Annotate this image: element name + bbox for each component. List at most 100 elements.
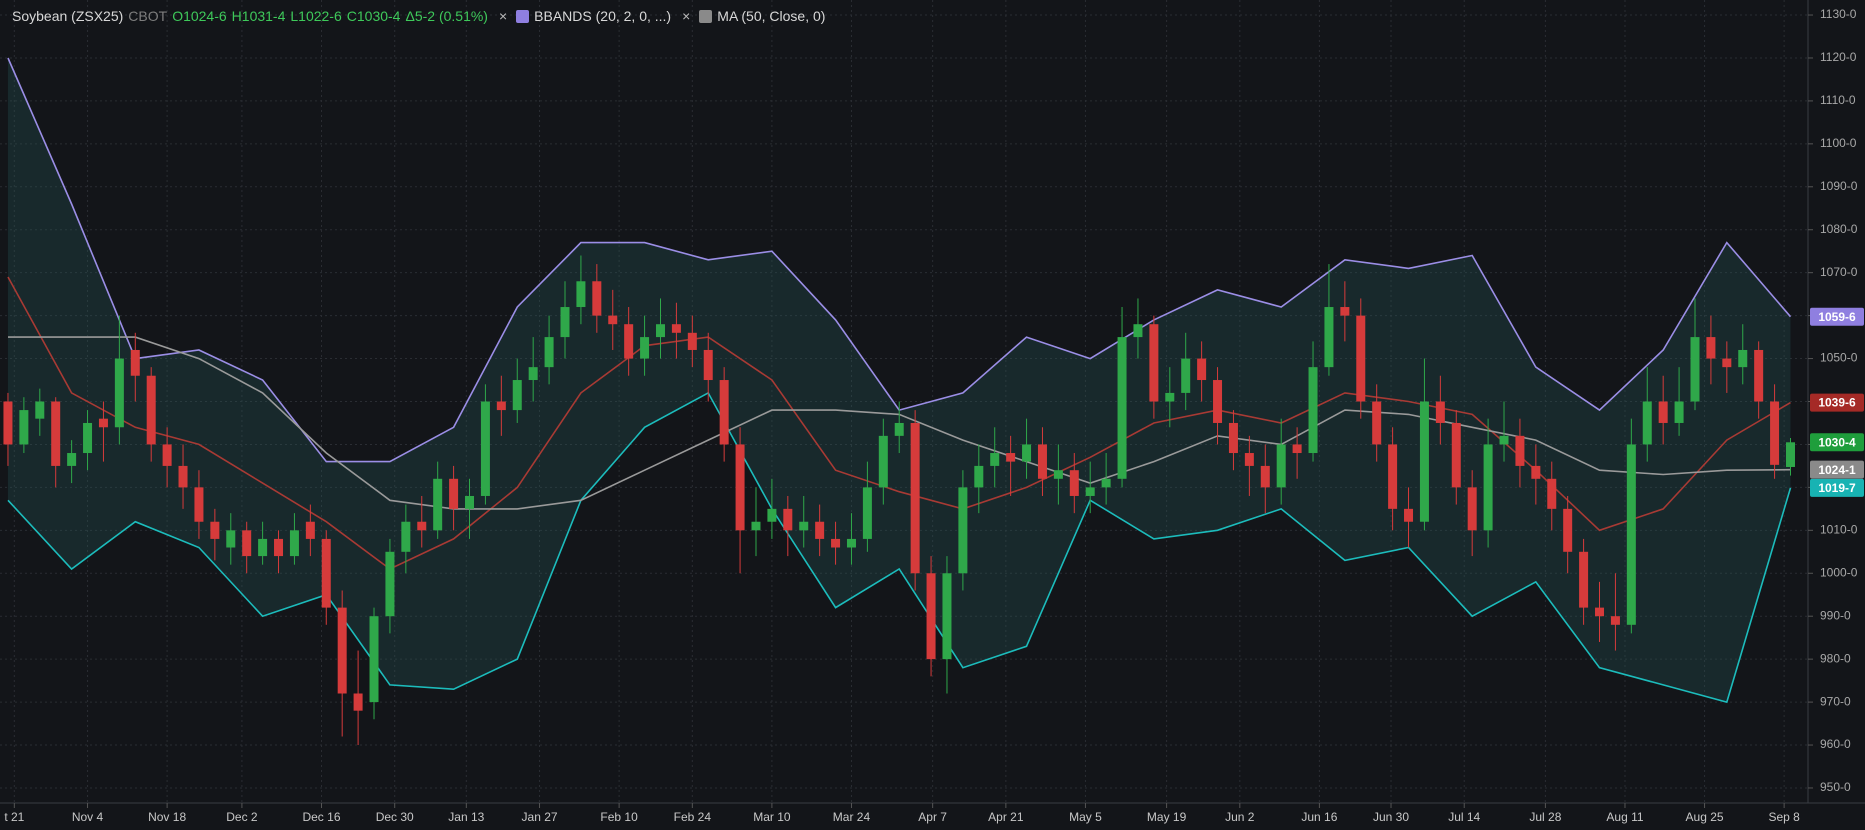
x-tick-label: May 5 xyxy=(1069,810,1102,824)
remove-indicator[interactable]: × xyxy=(682,8,691,24)
candle xyxy=(1276,418,1286,505)
candle xyxy=(401,504,411,574)
candle xyxy=(767,478,777,539)
candle xyxy=(1451,410,1461,505)
candle-body xyxy=(1133,324,1143,338)
candle-body xyxy=(433,478,443,531)
candle xyxy=(799,495,809,548)
candle xyxy=(719,367,729,462)
y-tick-label: 1100-0 xyxy=(1820,136,1857,150)
candle-body xyxy=(831,538,841,548)
candle xyxy=(528,337,538,402)
x-tick-label: Jan 13 xyxy=(448,810,484,824)
candle-body xyxy=(560,307,570,338)
candle-body xyxy=(687,332,697,350)
candle-body xyxy=(624,324,634,359)
candle xyxy=(1244,435,1254,496)
candle xyxy=(289,513,299,565)
candle xyxy=(98,401,108,462)
x-tick-label: Jun 2 xyxy=(1225,810,1255,824)
remove-indicator[interactable]: × xyxy=(498,8,508,24)
candle xyxy=(433,461,443,539)
candle-body xyxy=(1467,487,1477,531)
candle-body xyxy=(465,495,475,509)
candle xyxy=(51,397,61,488)
candle xyxy=(592,264,602,333)
candle xyxy=(337,590,347,737)
candle xyxy=(1197,341,1207,402)
candle-body xyxy=(194,487,204,522)
candle xyxy=(3,392,13,466)
candle-body xyxy=(1117,337,1127,479)
price-tag-label: 1039-6 xyxy=(1818,396,1856,410)
y-tick-label: 960-0 xyxy=(1820,737,1851,751)
candle-body xyxy=(1022,444,1032,462)
y-tick-label: 1070-0 xyxy=(1820,265,1858,279)
candle xyxy=(1579,538,1589,625)
candle xyxy=(910,410,920,591)
y-tick-label: 990-0 xyxy=(1820,608,1851,622)
candle xyxy=(35,388,45,436)
price-tag-label: 1019-7 xyxy=(1818,481,1856,495)
candle-body xyxy=(767,508,777,522)
candle xyxy=(1547,461,1557,531)
x-tick-label: t 21 xyxy=(4,810,24,824)
candle-body xyxy=(114,358,124,428)
candle-body xyxy=(19,410,29,445)
candle-body xyxy=(1515,435,1525,466)
price-tag xyxy=(1810,307,1864,326)
candle xyxy=(1053,444,1063,505)
candle xyxy=(321,530,331,625)
candle xyxy=(560,281,570,359)
candle-body xyxy=(1372,401,1382,445)
candle-body xyxy=(83,422,93,454)
candle xyxy=(1165,367,1175,428)
candle-body xyxy=(1658,401,1668,423)
x-tick-label: Jun 16 xyxy=(1301,810,1337,824)
indicator-swatch xyxy=(516,9,530,23)
candle-body xyxy=(178,465,188,488)
x-tick-label: Mar 10 xyxy=(753,810,791,824)
ohlc-high: H1031-4 xyxy=(231,8,286,24)
indicator-label[interactable]: BBANDS (20, 2, 0, ...) xyxy=(534,8,672,24)
candle xyxy=(1722,341,1732,393)
candle xyxy=(1356,298,1366,419)
candle-body xyxy=(1356,315,1366,402)
candle-body xyxy=(1006,453,1016,462)
candle xyxy=(178,444,188,509)
x-tick-label: Jul 14 xyxy=(1448,810,1480,824)
candle xyxy=(369,607,379,720)
candle-body xyxy=(1053,470,1063,479)
candle xyxy=(130,332,140,402)
x-tick-label: Aug 25 xyxy=(1686,810,1724,824)
candle-body xyxy=(321,538,331,608)
candle xyxy=(1133,298,1143,359)
indicator-label[interactable]: MA (50, Close, 0) xyxy=(717,8,826,24)
price-tag xyxy=(1810,433,1864,452)
candle-body xyxy=(1579,551,1589,608)
price-tag xyxy=(1810,478,1864,497)
indicator-swatch xyxy=(699,9,713,23)
legend-header: Soybean (ZSX25) CBOT O1024-6 H1031-4 L10… xyxy=(12,8,825,24)
candle xyxy=(305,504,315,557)
candle xyxy=(544,315,554,385)
candle xyxy=(226,513,236,565)
candle xyxy=(1483,418,1493,548)
candle-body xyxy=(1770,401,1780,465)
candle-body xyxy=(512,380,522,411)
x-tick-label: Aug 11 xyxy=(1606,810,1643,824)
x-tick-label: Apr 21 xyxy=(988,810,1024,824)
exchange: CBOT xyxy=(128,8,168,24)
candle-body xyxy=(35,401,45,419)
candle xyxy=(1531,444,1541,505)
candle xyxy=(1754,341,1764,419)
candle xyxy=(1340,281,1350,342)
candle-body xyxy=(1308,367,1318,454)
candle xyxy=(1419,358,1429,531)
candle-body xyxy=(146,375,156,445)
candle-body xyxy=(162,444,172,466)
candle-body xyxy=(910,422,920,574)
candle-body xyxy=(671,324,681,333)
y-tick-label: 950-0 xyxy=(1820,780,1851,794)
